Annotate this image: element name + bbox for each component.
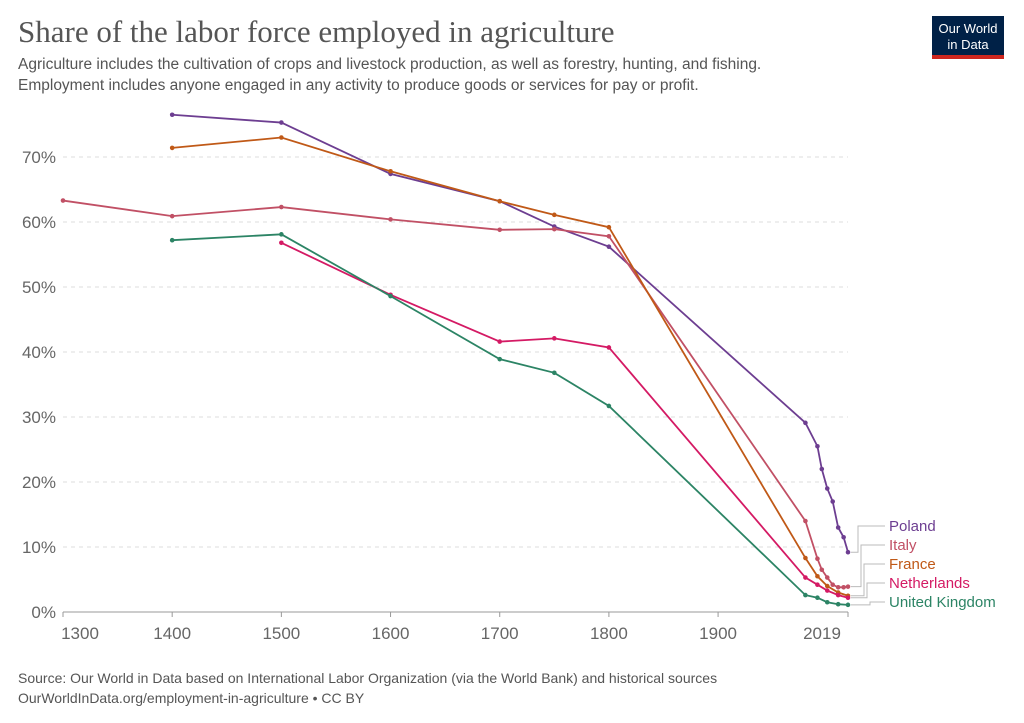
data-point-italy [279,204,284,210]
data-point-italy [819,567,825,573]
data-point-united-kingdom [388,293,393,299]
data-point-netherlands [845,595,851,600]
data-point-italy [388,217,393,222]
chart-subtitle-2: Employment includes anyone engaged in an… [18,77,699,94]
data-point-united-kingdom [279,232,284,237]
label-connector [851,525,885,553]
data-point-poland [803,420,808,426]
data-point-united-kingdom [835,601,841,607]
data-point-france [606,224,612,230]
logo-text: Our World in Data [938,21,998,52]
series-label-italy: Italy [889,537,917,554]
data-point-france [552,212,557,218]
data-point-netherlands [815,582,820,587]
label-connector [851,563,885,597]
data-point-netherlands [279,240,284,246]
data-point-united-kingdom [845,602,851,608]
data-point-italy [497,227,503,233]
data-point-poland [279,120,284,125]
data-point-italy [824,575,830,580]
series-label-netherlands: Netherlands [889,575,970,592]
y-tick-label: 50% [22,278,56,297]
data-point-france [815,573,820,579]
data-point-italy [845,584,851,589]
data-point-netherlands [824,588,830,593]
data-point-united-kingdom [815,595,820,600]
data-point-poland [169,112,175,118]
data-point-united-kingdom [169,237,175,243]
data-point-united-kingdom [803,592,808,598]
data-point-poland [606,244,612,249]
chart-subtitle-1: Agriculture includes the cultivation of … [18,56,762,73]
data-point-france [803,555,808,561]
data-point-united-kingdom [552,370,557,376]
x-tick-label: 1800 [590,624,628,643]
series-label-poland: Poland [889,518,936,535]
data-point-netherlands [606,345,612,350]
x-tick-label: 1700 [481,624,519,643]
series-line-italy [62,199,849,589]
y-tick-label: 70% [22,148,56,167]
data-point-poland [824,486,830,491]
data-point-netherlands [803,575,808,580]
x-tick-label: 2019 [803,624,841,643]
data-point-italy [169,213,175,219]
label-connector [851,582,885,599]
data-point-poland [845,549,851,555]
data-point-united-kingdom [824,599,830,605]
data-point-france [388,169,393,174]
data-point-poland [819,466,825,472]
label-connector [851,601,885,606]
series-line-poland [172,113,849,553]
data-point-united-kingdom [497,356,503,362]
data-point-united-kingdom [606,403,612,409]
data-point-italy [60,198,66,203]
data-point-france [824,583,830,589]
y-tick-label: 20% [22,473,56,492]
data-point-italy [841,585,846,590]
y-tick-label: 0% [31,603,56,622]
data-point-poland [835,525,841,530]
data-point-italy [815,556,820,561]
data-point-italy [803,518,808,524]
data-point-poland [830,499,836,504]
series-label-united-kingdom: United Kingdom [889,594,996,611]
data-point-poland [815,443,820,449]
data-point-netherlands [552,336,557,341]
x-tick-label: 1900 [699,624,737,643]
series-label-france: France [889,556,936,573]
x-tick-label: 1400 [153,624,191,643]
data-point-france [169,145,175,151]
data-point-italy [835,585,841,590]
data-point-italy [606,234,612,239]
data-point-france [279,135,284,140]
y-tick-label: 60% [22,213,56,232]
data-point-italy [552,226,557,232]
x-tick-label: 1500 [262,624,300,643]
x-tick-label: 1300 [61,624,99,643]
y-tick-label: 10% [22,538,56,557]
chart-title: Share of the labor force employed in agr… [18,14,615,49]
chart-url[interactable]: OurWorldInData.org/employment-in-agricul… [18,690,365,706]
y-tick-label: 40% [22,343,56,362]
data-point-italy [830,582,836,587]
series-line-netherlands [280,241,849,599]
source-note: Source: Our World in Data based on Inter… [18,670,718,686]
data-point-netherlands [497,339,503,344]
data-point-france [497,198,503,204]
label-connector [851,544,885,588]
series-line-united-kingdom [172,233,849,606]
data-point-netherlands [835,592,841,598]
data-point-poland [841,534,846,540]
y-tick-label: 30% [22,408,56,427]
owid-logo[interactable]: Our World in Data [932,16,1004,59]
x-tick-label: 1600 [372,624,410,643]
